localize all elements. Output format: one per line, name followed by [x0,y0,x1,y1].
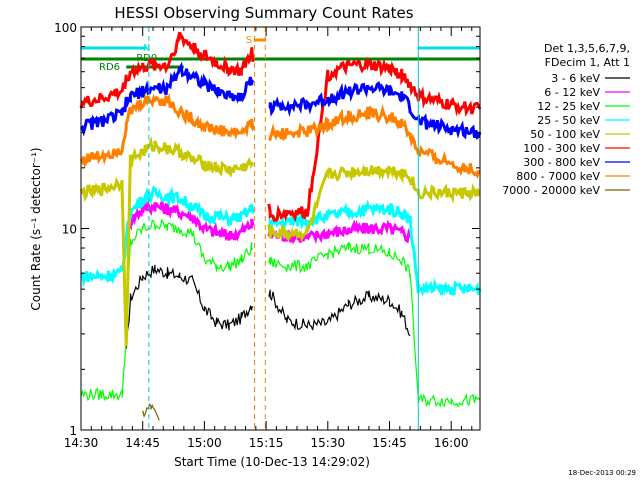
series-line-3 [80,185,482,297]
series-line-2 [80,218,481,408]
legend-label: 50 - 100 keV [530,128,600,141]
plot-frame [80,26,481,431]
y-tick-label: 1 [69,424,77,438]
x-tick-label: 16:00 [434,436,469,450]
flag-label-s: S [246,35,252,46]
series-line-0 [125,264,411,349]
series-line-5 [79,31,482,223]
x-tick-label: 15:45 [372,436,407,450]
x-tick-label: 15:30 [311,436,346,450]
legend-label: 100 - 300 keV [523,142,600,155]
series-line-8 [142,402,160,421]
legend-label: 7000 - 20000 keV [502,184,600,197]
chart-title: HESSI Observing Summary Count Rates [114,4,413,22]
axes-layer: 1 10 100 14:30 14:45 15:00 15:15 15:30 15:45 16:0… [54,21,481,450]
legend-header-line-1: Det 1,3,5,6,7,9, [544,42,630,55]
series-line-1 [124,199,412,245]
legend-label: 3 - 6 keV [551,72,600,85]
y-tick-label: 10 [62,223,77,237]
timestamp: 18-Dec-2013 00:29 [568,469,636,477]
legend-label: 300 - 800 keV [523,156,600,169]
x-tick-label: 14:30 [64,436,99,450]
flag-label-n: N [143,43,150,54]
markers-layer [148,27,481,430]
series-layer [79,31,482,421]
y-axis-label: Count Rate (s⁻¹ detector⁻¹) [29,147,43,310]
legend-label: 6 - 12 keV [544,86,600,99]
x-axis-label: Start Time (10-Dec-13 14:29:02) [174,455,370,469]
flag-label-rd6: RD6 [99,62,120,73]
series-line-7 [79,92,481,180]
flag-label-rd0: RD0 [136,53,157,64]
series-line-4 [79,136,482,347]
legend-header-line-2: FDecim 1, Att 1 [545,56,630,69]
x-tick-label: 15:00 [187,436,222,450]
x-tick-label: 15:15 [249,436,284,450]
legend-label: 800 - 7000 keV [516,170,600,183]
legend-label: 12 - 25 keV [537,100,600,113]
x-tick-label: 14:45 [125,436,160,450]
y-tick-label: 100 [54,21,77,35]
series-line-6 [79,61,482,140]
legend-label: 25 - 50 keV [537,114,600,127]
